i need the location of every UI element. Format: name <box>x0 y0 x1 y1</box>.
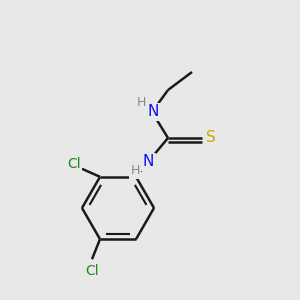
Text: N: N <box>147 104 159 119</box>
Text: H: H <box>136 97 146 110</box>
Text: Cl: Cl <box>67 157 81 171</box>
Text: S: S <box>206 130 216 146</box>
Text: N: N <box>142 154 154 169</box>
Text: Cl: Cl <box>85 264 99 278</box>
Text: H: H <box>130 164 140 178</box>
